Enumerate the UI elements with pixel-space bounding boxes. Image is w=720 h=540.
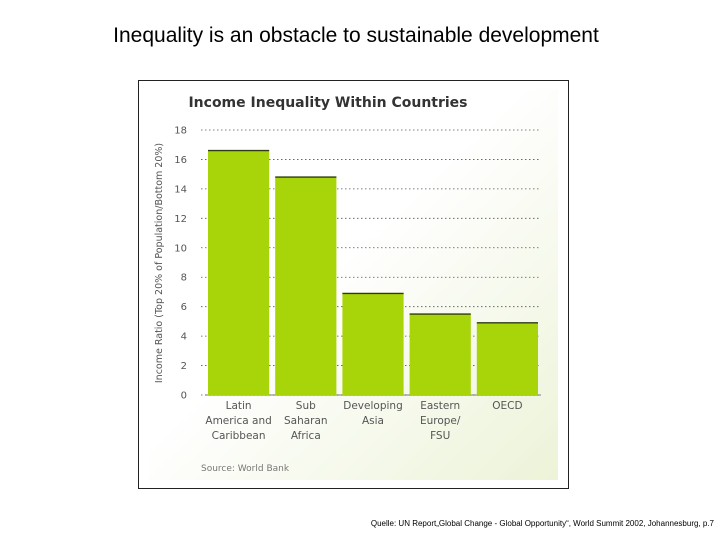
- x-category-label: Saharan: [284, 415, 328, 427]
- chart-title: Income Inequality Within Countries: [188, 95, 467, 111]
- x-category-label: Eastern: [420, 400, 460, 412]
- footer-source: Quelle: UN Report„Global Change - Global…: [370, 519, 714, 528]
- y-tick-label: 2: [181, 361, 187, 372]
- x-category-label: Europe/: [420, 415, 461, 427]
- x-category-label: OECD: [492, 400, 522, 412]
- y-axis-label: Income Ratio (Top 20% of Population/Bott…: [154, 143, 165, 383]
- y-tick-label: 16: [174, 155, 187, 166]
- y-tick-label: 6: [181, 302, 187, 313]
- x-category-label: Latin: [226, 400, 252, 412]
- y-tick-label: 14: [174, 184, 187, 195]
- chart-source: Source: World Bank: [201, 464, 290, 474]
- bar: [208, 150, 270, 395]
- x-category-label: Developing: [343, 400, 402, 412]
- y-tick-label: 12: [174, 214, 187, 225]
- x-category-label: Africa: [291, 430, 321, 442]
- y-tick-label: 10: [174, 243, 187, 254]
- bar: [409, 314, 471, 395]
- bar: [275, 177, 337, 395]
- bar: [342, 293, 404, 395]
- chart-frame: Income Inequality Within Countries Incom…: [138, 80, 569, 489]
- bar: [476, 322, 538, 395]
- y-axis-ticks: 0 2 4 6 8 10 12 14 16 18: [174, 126, 187, 402]
- x-category-label: Sub: [296, 400, 316, 412]
- x-category-label: Asia: [362, 415, 384, 427]
- x-axis-labels: Latin America and Caribbean Sub Saharan Afric…: [205, 400, 522, 442]
- y-tick-label: 0: [181, 391, 187, 402]
- y-tick-label: 18: [174, 126, 187, 137]
- slide-title: Inequality is an obstacle to sustainable…: [113, 24, 599, 47]
- y-tick-label: 4: [181, 332, 187, 343]
- income-inequality-chart: Income Inequality Within Countries Incom…: [149, 89, 558, 480]
- bars: [208, 149, 538, 395]
- y-tick-label: 8: [181, 273, 187, 284]
- x-category-label: FSU: [430, 430, 450, 442]
- x-category-label: Caribbean: [212, 430, 266, 442]
- x-category-label: America and: [205, 415, 271, 427]
